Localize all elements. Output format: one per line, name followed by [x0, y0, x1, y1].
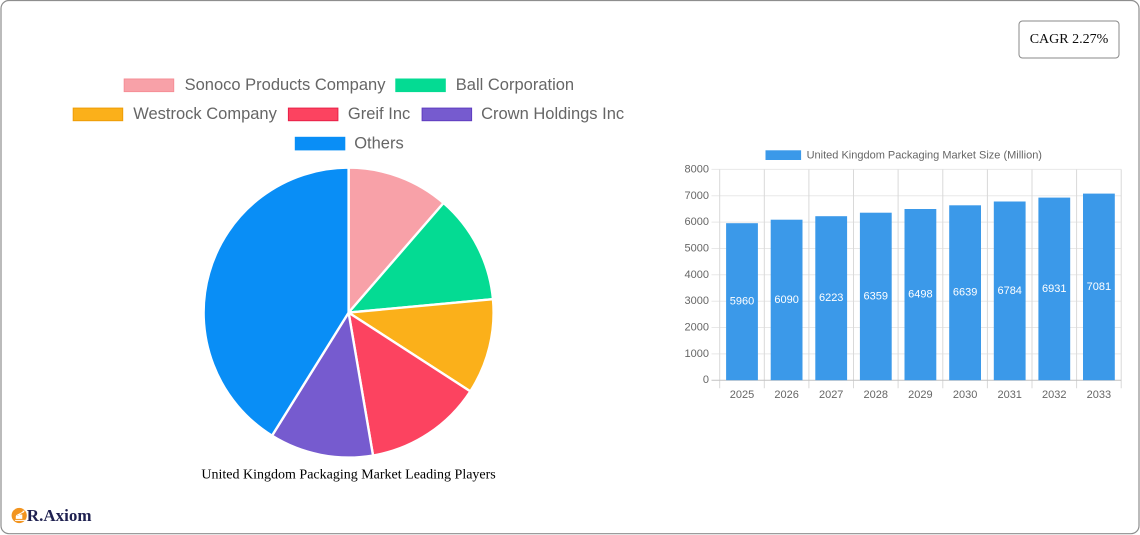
- svg-text:Westrock Company: Westrock Company: [133, 105, 277, 123]
- svg-text:2031: 2031: [997, 389, 1021, 401]
- svg-text:2028: 2028: [864, 389, 888, 401]
- svg-text:0: 0: [703, 374, 709, 386]
- svg-text:2030: 2030: [953, 389, 977, 401]
- svg-text:Others: Others: [354, 134, 404, 152]
- svg-text:6090: 6090: [774, 294, 798, 306]
- svg-text:2029: 2029: [908, 389, 932, 401]
- svg-text:6000: 6000: [685, 216, 709, 228]
- svg-text:2026: 2026: [774, 389, 798, 401]
- svg-text:2033: 2033: [1087, 389, 1111, 401]
- svg-text:1000: 1000: [685, 348, 709, 360]
- svg-text:United Kingdom Packaging Marke: United Kingdom Packaging Market Leading …: [201, 468, 495, 483]
- svg-text:R.Axiom: R.Axiom: [27, 506, 92, 525]
- svg-text:2025: 2025: [730, 389, 754, 401]
- svg-text:Greif Inc: Greif Inc: [348, 105, 410, 123]
- svg-text:5000: 5000: [685, 243, 709, 255]
- svg-text:6931: 6931: [1042, 283, 1066, 295]
- svg-text:6223: 6223: [819, 292, 843, 304]
- svg-text:Ball Corporation: Ball Corporation: [456, 76, 574, 94]
- svg-text:6784: 6784: [997, 285, 1021, 297]
- svg-text:7081: 7081: [1087, 281, 1111, 293]
- svg-text:3000: 3000: [685, 295, 709, 307]
- svg-text:6639: 6639: [953, 287, 977, 299]
- svg-text:United Kingdom Packaging Marke: United Kingdom Packaging Market Size (Mi…: [807, 149, 1042, 161]
- svg-text:Sonoco Products Company: Sonoco Products Company: [185, 76, 387, 94]
- svg-text:4000: 4000: [685, 269, 709, 281]
- svg-text:7000: 7000: [685, 190, 709, 202]
- svg-text:CAGR 2.27%: CAGR 2.27%: [1030, 32, 1109, 47]
- svg-text:Crown Holdings Inc: Crown Holdings Inc: [481, 105, 624, 123]
- svg-text:2032: 2032: [1042, 389, 1066, 401]
- svg-text:8000: 8000: [685, 163, 709, 175]
- svg-text:5960: 5960: [730, 296, 754, 308]
- svg-text:6498: 6498: [908, 289, 932, 301]
- svg-text:6359: 6359: [864, 290, 888, 302]
- svg-text:2000: 2000: [685, 322, 709, 334]
- svg-text:2027: 2027: [819, 389, 843, 401]
